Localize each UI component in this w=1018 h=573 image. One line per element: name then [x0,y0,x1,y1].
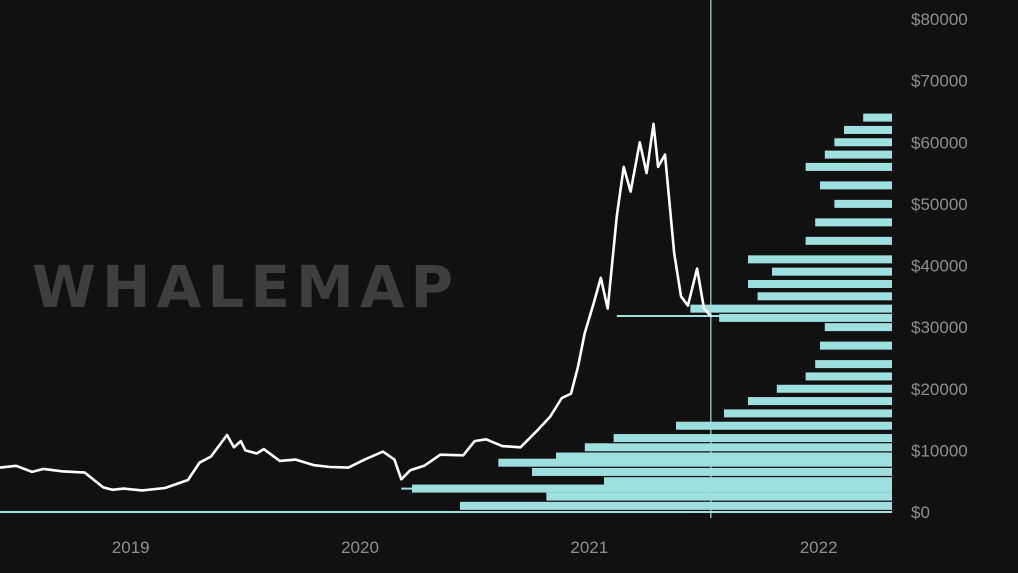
volume-profile-bar [748,397,892,406]
volume-profile-bar [805,372,892,381]
volume-profile-bar [690,304,892,313]
volume-profile [412,113,892,510]
volume-profile-bar [757,292,892,301]
y-axis: $0 $10000 $20000 $30000 $40000 $50000 $60000 $7… [911,10,968,522]
volume-profile-bar [820,341,892,350]
volume-profile-bar [676,421,892,430]
volume-profile-bar [748,255,892,264]
volume-profile-bar [719,313,892,322]
y-tick-label: $80000 [911,10,968,29]
volume-profile-bar [613,434,892,443]
x-tick-label: 2021 [570,538,608,557]
y-tick-label: $60000 [911,133,968,152]
y-tick-label: $30000 [911,318,968,337]
volume-profile-bar [824,150,892,159]
volume-profile-bar [863,113,892,122]
volume-profile-bar [498,458,892,467]
volume-profile-bar [805,162,892,171]
volume-profile-bar [724,409,892,418]
volume-profile-bar [805,236,892,245]
volume-profile-bar [834,138,892,147]
volume-profile-bar [460,501,892,510]
volume-profile-bar [815,218,892,227]
watermark-logo-text: WHALEMAP [32,253,459,321]
volume-profile-bar [604,477,892,486]
price-line [0,122,713,492]
volume-profile-bar [748,279,892,288]
x-tick-label: 2020 [341,538,379,557]
x-tick-label: 2019 [112,538,150,557]
y-tick-label: $50000 [911,195,968,214]
volume-profile-bar [776,384,892,393]
volume-profile-bar [815,360,892,369]
y-tick-label: $70000 [911,72,968,91]
y-tick-label: $0 [911,503,930,522]
horizontal-levels [0,315,892,513]
volume-profile-bar [834,199,892,208]
volume-profile-bar [844,125,892,134]
x-tick-label: 2022 [800,538,838,557]
volume-profile-bar [824,323,892,332]
volume-profile-bar [584,443,892,452]
volume-profile-bar [532,467,892,476]
volume-profile-bar [820,181,892,190]
y-tick-label: $40000 [911,257,968,276]
y-tick-label: $20000 [911,380,968,399]
x-axis: 2019 2020 2021 2022 [112,538,838,557]
volume-profile-bar [556,452,892,461]
volume-profile-bar [546,492,892,501]
volume-profile-bar [772,267,892,276]
y-tick-label: $10000 [911,441,968,460]
